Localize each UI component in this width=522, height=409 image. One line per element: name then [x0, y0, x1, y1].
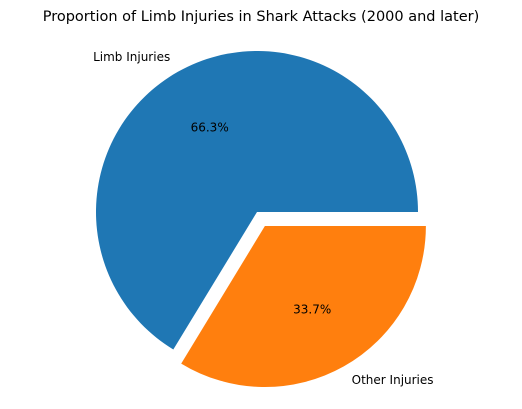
pct-label-other-injuries: 33.7% — [293, 303, 331, 317]
pie-slice-other-injuries — [181, 226, 426, 388]
pie-slice-limb-injuries — [96, 51, 419, 350]
slices-group — [96, 51, 426, 388]
chart-title: Proportion of Limb Injuries in Shark Att… — [43, 9, 480, 25]
pct-label-limb-injuries: 66.3% — [191, 120, 229, 134]
slice-label-other-injuries: Other Injuries — [352, 373, 434, 387]
slice-label-limb-injuries: Limb Injuries — [93, 50, 170, 64]
labels-group: Limb Injuries 66.3% Other Injuries 33.7% — [93, 50, 433, 387]
